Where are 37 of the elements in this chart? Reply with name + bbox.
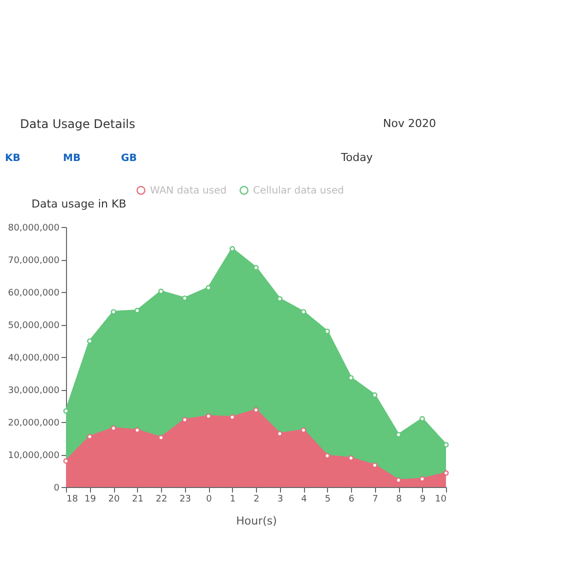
chart-title: Data Usage Details [20, 117, 136, 131]
x-tick-label: 3 [277, 494, 284, 504]
x-tick-label: 9 [420, 494, 426, 504]
y-tick-label: 20,000,000 [8, 418, 60, 428]
y-tick-label: 40,000,000 [8, 354, 60, 364]
x-tick-label: 21 [132, 494, 144, 504]
x-tick-label: 20 [108, 494, 120, 504]
y-tick-label: 10,000,000 [8, 451, 60, 461]
x-tick-label: 23 [180, 494, 191, 504]
x-tick-label: 6 [348, 494, 355, 504]
x-tick-label: 1 [230, 494, 236, 504]
text: Today [340, 151, 374, 164]
point [443, 470, 449, 476]
y-tick-label: 50,000,000 [8, 321, 60, 331]
y-tick-label: 70,000,000 [8, 256, 60, 266]
y-tick-label: 30,000,000 [8, 386, 60, 396]
x-tick-label: 8 [396, 494, 402, 504]
x-tick-label: 22 [156, 494, 168, 504]
chart-subtitle: Nov 2020 [383, 117, 436, 130]
y-axis-title: Data usage in KB [32, 198, 126, 210]
y-tick-label: 60,000,000 [8, 288, 60, 298]
x-tick-label: 5 [324, 494, 331, 504]
x-tick-label: 0 [206, 494, 212, 504]
x-tick-label: 4 [301, 494, 308, 504]
legend-label: Cellular data used [253, 185, 344, 196]
y-tick-label: 0 [54, 484, 60, 494]
y-tick-label: 80,000,000 [8, 224, 60, 234]
x-axis-title: Hour(s) [236, 514, 277, 528]
text: KB [5, 153, 20, 164]
text: GB [121, 153, 137, 164]
x-tick-label: 7 [372, 494, 378, 504]
legend-label: WAN data used [150, 185, 227, 196]
x-tick-label: 10 [435, 494, 447, 504]
x-tick-label: 2 [254, 494, 260, 504]
x-tick-label: 18 [66, 494, 78, 504]
x-tick-label: 19 [84, 494, 96, 504]
text: MB [63, 153, 81, 164]
